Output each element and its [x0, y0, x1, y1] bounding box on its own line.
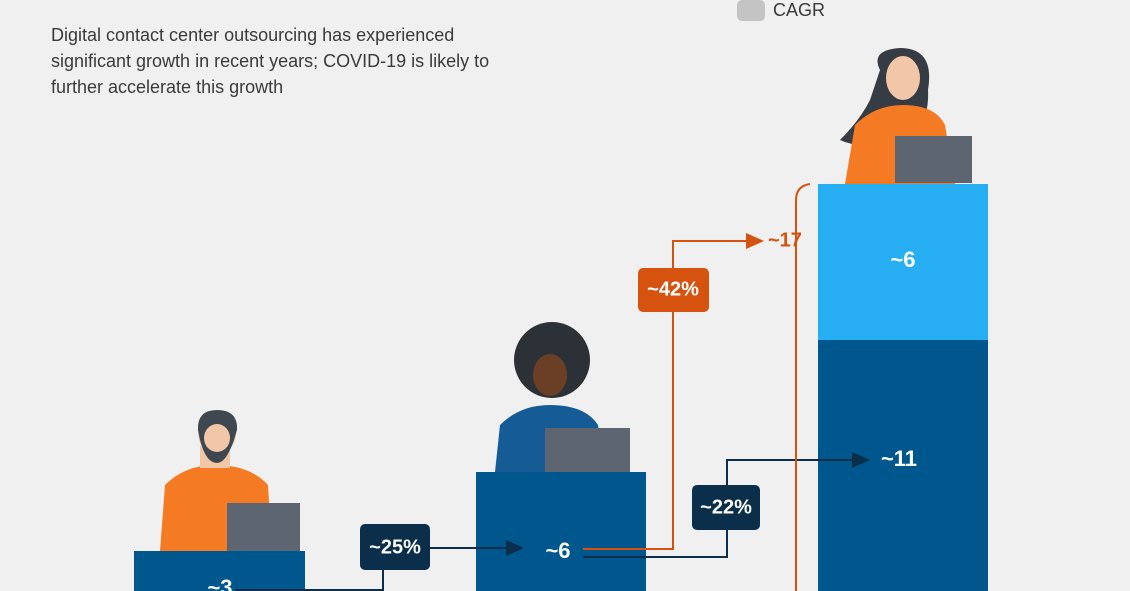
person-3: [840, 48, 972, 184]
bracket: [795, 183, 811, 591]
growth-label: ~25%: [369, 536, 421, 558]
title: Digital contact center outsourcing has e…: [51, 25, 490, 97]
growth-label: ~22%: [700, 496, 752, 518]
total-label: ~17: [768, 229, 802, 251]
legend-swatch: [737, 0, 765, 21]
bar-segment: [818, 340, 988, 591]
growth-label: ~42%: [647, 278, 699, 300]
person-1: [160, 410, 300, 551]
bar-label: ~11: [881, 446, 917, 471]
person-2: [495, 322, 630, 475]
connector: [583, 233, 764, 550]
growth-box: [692, 485, 760, 530]
bar: [476, 472, 646, 591]
bar: [134, 551, 305, 591]
growth-box: [360, 524, 430, 570]
bar-segment: [818, 184, 988, 340]
legend-label: CAGR: [773, 0, 825, 20]
bar-label: ~3: [207, 575, 232, 591]
bar-label: ~6: [890, 247, 915, 272]
growth-box: [638, 268, 709, 312]
bar-label: ~6: [545, 538, 570, 563]
